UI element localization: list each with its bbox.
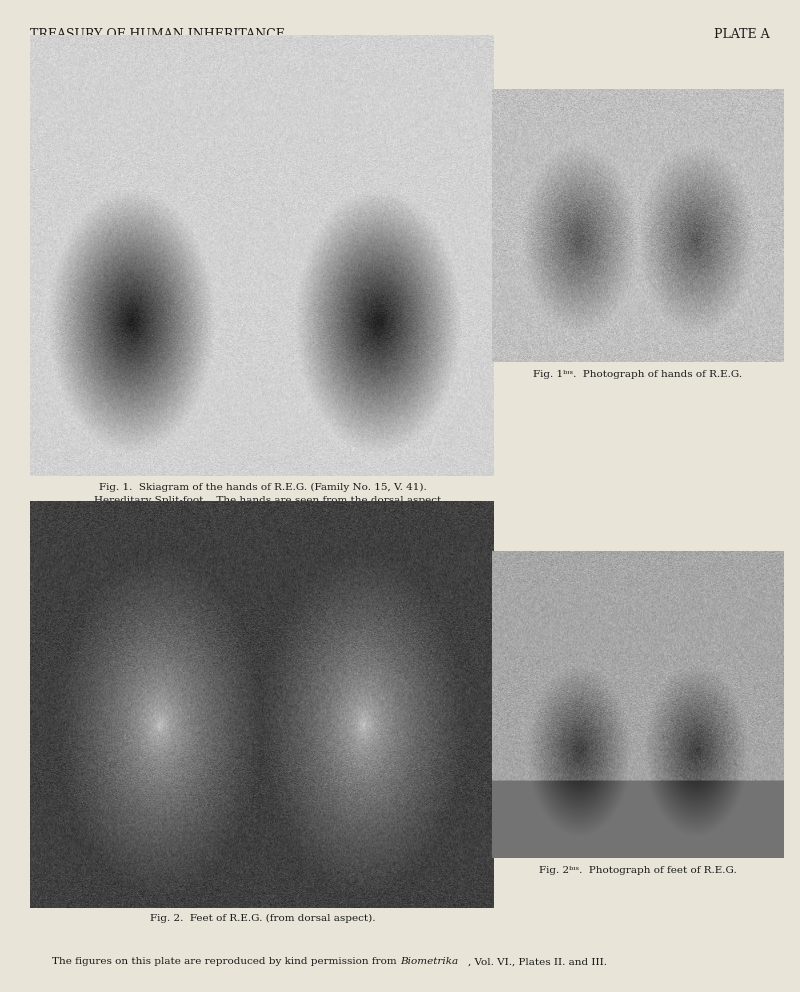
- Text: PLATE A: PLATE A: [714, 28, 770, 41]
- Text: Fig. 1ᵇᶦˢ.  Photograph of hands of R.E.G.: Fig. 1ᵇᶦˢ. Photograph of hands of R.E.G.: [534, 370, 742, 379]
- Text: TREASURY OF HUMAN INHERITANCE: TREASURY OF HUMAN INHERITANCE: [30, 28, 286, 41]
- Text: , Vol. VI., Plates II. and III.: , Vol. VI., Plates II. and III.: [468, 957, 607, 966]
- Text: Fig. 2.  Feet of R.E.G. (from dorsal aspect).: Fig. 2. Feet of R.E.G. (from dorsal aspe…: [150, 914, 375, 923]
- Text: Biometrika: Biometrika: [400, 957, 458, 966]
- Text: Fig. 1.  Skiagram of the hands of R.E.G. (Family No. 15, V. 41).
    Hereditary : Fig. 1. Skiagram of the hands of R.E.G. …: [81, 483, 444, 505]
- Text: Fig. 2ᵇᶦˢ.  Photograph of feet of R.E.G.: Fig. 2ᵇᶦˢ. Photograph of feet of R.E.G.: [539, 866, 737, 875]
- Text: The figures on this plate are reproduced by kind permission from: The figures on this plate are reproduced…: [52, 957, 400, 966]
